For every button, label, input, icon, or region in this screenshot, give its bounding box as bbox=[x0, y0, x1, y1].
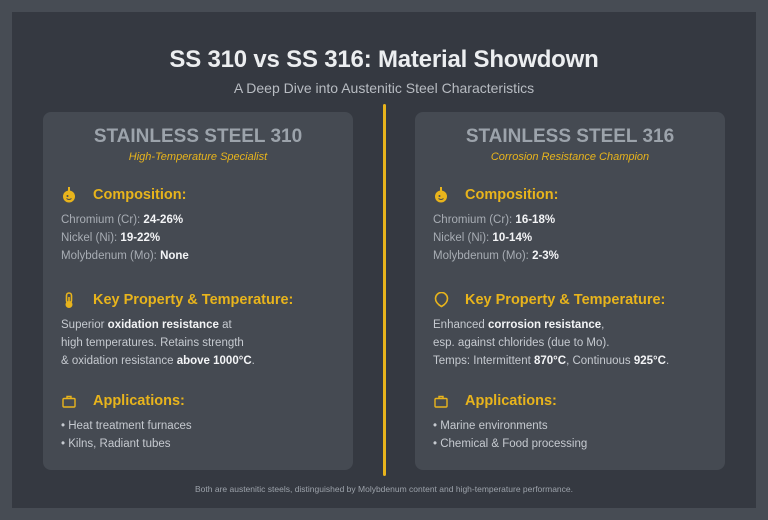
application-item: Kilns, Radiant tubes bbox=[61, 435, 341, 453]
application-item: Heat treatment furnaces bbox=[61, 417, 341, 435]
composition-row-chromium: Chromium (Cr): 16-18% bbox=[433, 214, 556, 226]
property-line: esp. against chlorides (due to Mo). bbox=[433, 337, 610, 349]
composition-section: Composition: Chromium (Cr): 16-18% Nicke… bbox=[433, 184, 713, 265]
property-line: Temps: Intermittent 870°C, Continuous 92… bbox=[433, 355, 670, 367]
section-heading: Composition: bbox=[93, 187, 187, 203]
composition-row-molybdenum: Molybdenum (Mo): 2-3% bbox=[433, 250, 559, 262]
page-subtitle: A Deep Dive into Austenitic Steel Charac… bbox=[233, 80, 535, 96]
card-title: STAINLESS STEEL 310 bbox=[93, 126, 303, 147]
property-line: & oxidation resistance above 1000°C. bbox=[61, 355, 255, 367]
application-item: Marine environments bbox=[433, 417, 713, 435]
flask-icon bbox=[433, 186, 449, 204]
application-item: Chemical & Food processing bbox=[433, 435, 713, 453]
applications-section: Applications: Heat treatment furnaces Ki… bbox=[61, 390, 341, 453]
property-section: Key Property & Temperature: Enhanced cor… bbox=[433, 289, 713, 370]
composition-row-molybdenum: Molybdenum (Mo): None bbox=[61, 250, 189, 262]
property-line: high temperatures. Retains strength bbox=[61, 337, 244, 349]
composition-section: Composition: Chromium (Cr): 24-26% Nicke… bbox=[61, 184, 341, 265]
thermometer-icon bbox=[61, 291, 77, 309]
section-heading: Applications: bbox=[93, 393, 185, 409]
property-section: Key Property & Temperature: Superior oxi… bbox=[61, 289, 341, 370]
card-title: STAINLESS STEEL 316 bbox=[465, 126, 675, 147]
composition-row-nickel: Nickel (Ni): 19-22% bbox=[61, 232, 161, 244]
main-panel: SS 310 vs SS 316: Material Showdown A De… bbox=[12, 12, 756, 508]
briefcase-icon bbox=[61, 392, 77, 410]
footer-note: Both are austenitic steels, distinguishe… bbox=[195, 484, 573, 494]
composition-row-nickel: Nickel (Ni): 10-14% bbox=[433, 232, 533, 244]
center-divider bbox=[383, 104, 386, 476]
briefcase-icon bbox=[433, 392, 449, 410]
applications-section: Applications: Marine environments Chemic… bbox=[433, 390, 713, 453]
section-heading: Composition: bbox=[465, 187, 559, 203]
card-ss310: STAINLESS STEEL 310 High-Temperature Spe… bbox=[43, 112, 353, 470]
section-heading: Key Property & Temperature: bbox=[93, 292, 294, 308]
composition-row-chromium: Chromium (Cr): 24-26% bbox=[61, 214, 184, 226]
shield-icon bbox=[433, 291, 449, 309]
flask-icon bbox=[61, 186, 77, 204]
page-title: SS 310 vs SS 316: Material Showdown bbox=[169, 46, 599, 73]
property-line: Enhanced corrosion resistance, bbox=[433, 319, 605, 331]
section-heading: Key Property & Temperature: bbox=[465, 292, 666, 308]
property-line: Superior oxidation resistance at bbox=[61, 319, 232, 331]
section-heading: Applications: bbox=[465, 393, 557, 409]
card-ss316: STAINLESS STEEL 316 Corrosion Resistance… bbox=[415, 112, 725, 470]
card-tagline: High-Temperature Specialist bbox=[128, 151, 268, 163]
card-tagline: Corrosion Resistance Champion bbox=[490, 151, 650, 163]
